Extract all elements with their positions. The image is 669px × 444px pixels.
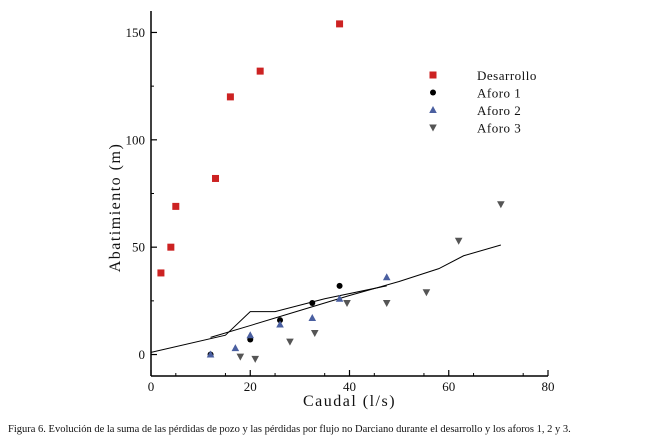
data-point-desarrollo	[172, 202, 180, 210]
y-tick-label: 0	[139, 347, 146, 362]
legend-label: Aforo 1	[477, 86, 521, 101]
x-tick-label: 80	[542, 379, 555, 394]
data-point-desarrollo	[167, 243, 175, 251]
data-point-aforo-2	[382, 273, 391, 281]
y-tick-label: 50	[132, 240, 145, 255]
legend-label: Aforo 2	[477, 103, 521, 118]
data-point-desarrollo	[212, 174, 220, 182]
data-point-aforo-3	[382, 300, 391, 307]
x-tick-label: 0	[148, 379, 155, 394]
data-point-desarrollo	[226, 93, 234, 101]
x-tick-label: 60	[442, 379, 455, 394]
data-point-aforo-1	[309, 300, 316, 306]
data-point-desarrollo	[157, 269, 165, 277]
data-point-desarrollo	[336, 20, 344, 28]
data-point-aforo-3	[310, 330, 319, 338]
chart-axes: 0 20 40 60 80 0 50 100 150 Caudal (l/s) Abatimient…	[107, 11, 555, 410]
data-point-aforo-1	[336, 282, 343, 289]
figure-caption: Figura 6. Evolución de la suma de las pé…	[8, 424, 571, 435]
fit-line	[210, 244, 501, 338]
y-axis-title: Abatimiento (m)	[107, 143, 124, 273]
data-point-aforo-2	[231, 344, 240, 352]
data-point-aforo-2	[206, 350, 215, 358]
data-point-aforo-3	[286, 338, 294, 346]
legend-marker	[429, 124, 437, 132]
y-tick-label: 100	[126, 132, 146, 147]
data-markers	[157, 20, 505, 363]
data-point-aforo-2	[335, 294, 344, 302]
legend-label: Aforo 3	[477, 121, 521, 136]
legend: Desarrollo Aforo 1 Aforo 2 Aforo 3	[429, 68, 537, 136]
data-point-aforo-3	[343, 300, 351, 307]
x-axis-title: Caudal (l/s)	[303, 393, 396, 410]
fit-lines	[150, 244, 501, 353]
legend-marker	[430, 89, 436, 96]
x-tick-label: 20	[244, 379, 257, 394]
fit-line	[150, 285, 387, 353]
legend-marker	[429, 71, 437, 79]
x-tick-label: 40	[343, 379, 356, 394]
data-point-aforo-2	[276, 320, 284, 328]
legend-label: Desarrollo	[477, 68, 537, 83]
legend-marker	[429, 106, 437, 113]
data-point-aforo-3	[236, 353, 245, 361]
data-point-aforo-3	[251, 355, 260, 363]
data-point-aforo-3	[497, 201, 505, 209]
data-point-aforo-3	[454, 237, 463, 245]
data-point-aforo-2	[308, 314, 317, 322]
data-point-desarrollo	[256, 67, 264, 75]
y-tick-label: 150	[126, 25, 146, 40]
data-point-aforo-3	[422, 289, 431, 297]
data-point-aforo-1	[277, 317, 284, 324]
data-point-aforo-2	[246, 331, 255, 339]
